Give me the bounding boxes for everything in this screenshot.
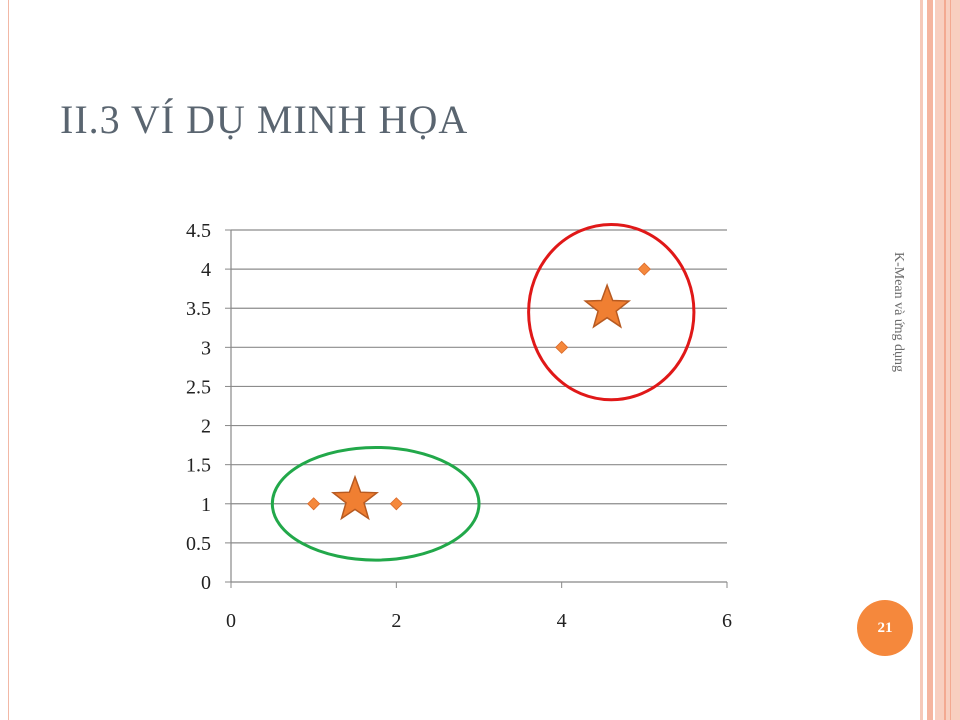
x-tick-label: 0 <box>226 610 236 632</box>
right-border-stripe <box>944 0 946 720</box>
right-border-stripe <box>950 0 951 720</box>
x-tick-label: 2 <box>391 610 401 632</box>
right-border-stripe <box>935 0 960 720</box>
data-point <box>555 340 569 354</box>
x-tick-label: 6 <box>722 610 732 632</box>
right-border-stripe <box>927 0 933 720</box>
cluster-ellipse <box>527 223 696 402</box>
y-tick-label: 4.5 <box>186 220 211 242</box>
data-point <box>307 497 321 511</box>
right-border-stripe <box>920 0 923 720</box>
cluster-ellipse <box>270 445 481 562</box>
left-rule <box>8 0 9 720</box>
y-tick-label: 2 <box>201 416 211 438</box>
y-tick-label: 1 <box>201 494 211 516</box>
y-tick-label: 0 <box>201 572 211 594</box>
slide-title: II.3 VÍ DỤ MINH HỌA <box>60 97 469 142</box>
y-tick-label: 2.5 <box>186 376 211 398</box>
side-caption: K-Mean và ứng dụng <box>891 252 906 372</box>
y-tick-label: 1.5 <box>186 455 211 477</box>
y-tick-label: 0.5 <box>186 533 211 555</box>
data-point <box>389 497 403 511</box>
y-tick-label: 3 <box>201 337 211 359</box>
y-tick-label: 4 <box>201 259 211 281</box>
data-point <box>637 262 651 276</box>
centroid-star <box>331 474 379 521</box>
y-tick-label: 3.5 <box>186 298 211 320</box>
page-number-badge: 21 <box>857 600 913 656</box>
x-tick-label: 4 <box>557 610 567 632</box>
centroid-star <box>583 283 632 329</box>
